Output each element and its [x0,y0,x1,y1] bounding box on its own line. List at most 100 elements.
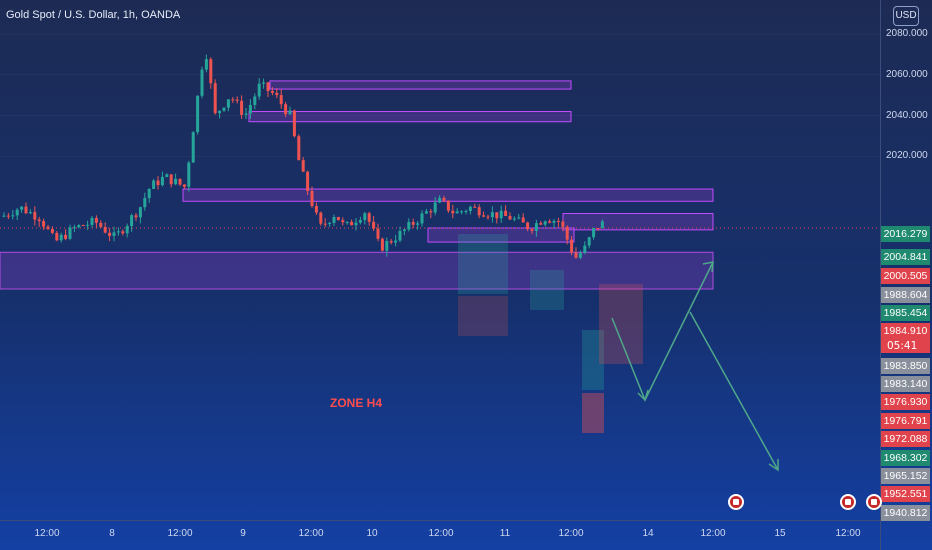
candle-body [138,207,142,218]
candle-body [477,207,481,216]
candle-body [284,104,288,115]
price-label: 1972.088 [881,431,930,447]
price-label: 2016.279 [881,226,930,242]
zone-box [0,251,714,290]
candle-body [156,180,160,186]
candle-body [174,178,178,185]
candle-body [350,221,354,226]
symbol-title[interactable]: Gold Spot / U.S. Dollar, 1h, OANDA [6,9,181,21]
candle-body [200,69,204,96]
candle-body [266,82,270,92]
x-tick-label: 12:00 [835,528,861,539]
price-label: 2000.505 [881,268,930,284]
candle-body [204,59,208,70]
candle-body [548,221,552,223]
candle-body [508,215,512,220]
candle-body [354,222,358,226]
candle-body [222,107,226,111]
position-target [582,330,604,390]
zone-box [182,188,714,202]
candle-body [24,206,28,214]
candle-body [134,215,138,218]
candle-body [178,178,182,185]
candle-body [389,241,393,243]
candle-body [42,221,46,227]
x-tick-label: 12:00 [558,528,584,539]
position-target [458,234,508,294]
candle-body [46,226,50,229]
candle-body [592,228,596,238]
candle-body [341,220,345,223]
price-label: 1988.604 [881,287,930,303]
us-flag-icon[interactable] [866,494,882,510]
candle-body [86,224,90,226]
zone-label: ZONE H4 [330,396,383,410]
candle-body [125,225,129,234]
candle-body [552,220,556,223]
candle-body [539,223,543,225]
candle-body [68,227,72,239]
candle-body [358,220,362,223]
candle-body [367,213,371,222]
x-tick-label: 12:00 [428,528,454,539]
candle-body [2,215,6,217]
candle-body [596,228,600,230]
us-flag-icon[interactable] [728,494,744,510]
candle-body [130,215,134,226]
candle-body [121,231,125,234]
candle-body [72,227,76,229]
candle-body [248,105,252,114]
candle-body [103,226,107,233]
price-label: 1965.152 [881,468,930,484]
candle-body [301,160,305,172]
candle-body [521,217,525,223]
candle-body [11,215,15,217]
candle-body [218,110,222,114]
arrow-head [768,459,779,472]
zone-box [562,213,714,231]
arrow-head [637,389,649,402]
candle-body [187,162,191,187]
x-tick-label: 10 [366,528,378,539]
candle-body [6,215,10,217]
price-label: 1983.850 [881,358,930,374]
candle-body [446,200,450,211]
candle-body [499,210,503,219]
candle-body [486,216,490,218]
candle-body [310,190,314,207]
candle-body [112,232,116,236]
position-stop [582,393,604,433]
candle-body [15,209,19,216]
candle-body [77,225,81,228]
candle-body [561,221,565,227]
candle-body [279,95,283,105]
candle-body [587,237,591,246]
candle-body [482,215,486,217]
candle-body [517,217,521,219]
candle-body [319,212,323,224]
candle-body [235,99,239,101]
candle-body [578,252,582,258]
price-label: 1976.791 [881,413,930,429]
x-tick-label: 12:00 [298,528,324,539]
position-target [530,270,564,310]
candle-body [473,206,477,208]
y-tick-label: 2020.000 [886,150,928,162]
candle-body [574,252,578,258]
candle-body [451,210,455,214]
us-flag-icon[interactable] [840,494,856,510]
candle-body [570,239,574,253]
candle-body [55,232,59,241]
price-label: 2004.841 [881,249,930,265]
candle-body [385,241,389,251]
currency-button[interactable]: USD [893,6,919,26]
candle-body [402,229,406,231]
candle-body [420,213,424,224]
candle-body [328,222,332,224]
candle-body [160,176,164,186]
candle-body [152,180,156,189]
candle-body [424,211,428,214]
candle-body [143,198,147,208]
